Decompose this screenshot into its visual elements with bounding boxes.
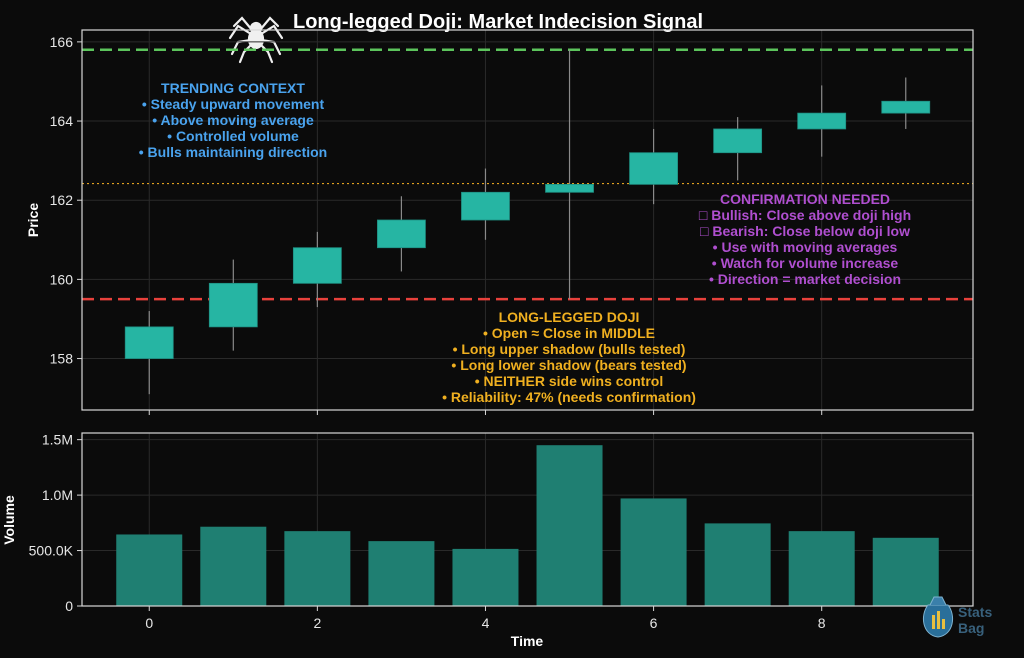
watermark-line1: Stats	[958, 604, 992, 620]
time-tick-label: 6	[650, 615, 658, 631]
volume-y-ticks: 0 500.0K 1.0M 1.5M	[29, 432, 82, 614]
watermark-line2: Bag	[958, 620, 984, 636]
confirmation-line: □ Bullish: Close above doji high	[699, 207, 911, 223]
time-axis-label: Time	[511, 633, 544, 649]
price-tick-label: 162	[50, 192, 74, 208]
volume-bar	[200, 526, 267, 606]
trending-context-line: • Controlled volume	[167, 128, 299, 144]
volume-panel-frame	[81, 432, 974, 607]
trending-context-line: • Above moving average	[152, 112, 314, 128]
volume-tick-label: 500.0K	[29, 543, 74, 559]
trending-context-line: • Steady upward movement	[142, 96, 325, 112]
volume-bar	[116, 534, 183, 606]
stats-bag-logo: Stats Bag	[922, 596, 992, 638]
volume-bar	[284, 531, 351, 606]
volume-bar	[872, 537, 939, 606]
spider-icon	[228, 16, 284, 64]
price-tick-label: 164	[50, 113, 74, 129]
doji-line: • Long lower shadow (bears tested)	[451, 357, 686, 373]
candle-body	[124, 326, 174, 359]
candle-body	[713, 128, 763, 154]
volume-tick-label: 1.0M	[42, 487, 73, 503]
time-x-ticks: 0 2 4 6 8	[145, 410, 826, 631]
confirmation-line: • Watch for volume increase	[712, 255, 899, 271]
time-tick-label: 0	[145, 615, 153, 631]
confirmation-line: □ Bearish: Close below doji low	[700, 223, 910, 239]
price-panel-frame	[81, 29, 974, 411]
confirmation-line: • Use with moving averages	[713, 239, 898, 255]
volume-bar	[620, 498, 687, 606]
title-group: Long-legged Doji: Market Indecision Sign…	[228, 11, 703, 64]
candle-body	[377, 219, 426, 249]
candle-body	[292, 247, 342, 284]
volume-bar	[536, 445, 603, 606]
doji-heading: LONG-LEGGED DOJI	[499, 309, 640, 325]
confirmation-line: • Direction = market decision	[709, 271, 901, 287]
volume-bar	[452, 548, 519, 606]
time-tick-label: 8	[818, 615, 826, 631]
volume-tick-label: 1.5M	[42, 432, 73, 448]
trending-context-note: TRENDING CONTEXT • Steady upward movemen…	[139, 80, 327, 160]
doji-line: • Reliability: 47% (needs confirmation)	[442, 389, 696, 405]
long-legged-doji-note: LONG-LEGGED DOJI • Open ≈ Close in MIDDL…	[442, 309, 696, 405]
price-tick-label: 166	[50, 34, 74, 50]
price-axis-label: Price	[25, 203, 41, 237]
trending-context-line: • Bulls maintaining direction	[139, 144, 327, 160]
candle-body	[208, 282, 258, 328]
candle-body	[545, 183, 594, 193]
doji-line: • NEITHER side wins control	[475, 373, 663, 389]
doji-line: • Open ≈ Close in MIDDLE	[483, 325, 655, 341]
candle-body	[461, 191, 510, 221]
volume-bar	[704, 523, 771, 606]
candle-body	[797, 112, 847, 130]
volume-bar	[368, 541, 435, 606]
candle-body	[629, 152, 678, 185]
doji-line: • Long upper shadow (bulls tested)	[453, 341, 686, 357]
volume-bars	[116, 445, 939, 606]
confirmation-needed-note: CONFIRMATION NEEDED □ Bullish: Close abo…	[699, 191, 911, 287]
price-tick-label: 158	[50, 351, 74, 367]
chart-title: Long-legged Doji: Market Indecision Sign…	[293, 11, 703, 33]
candle-body	[881, 100, 931, 114]
time-tick-label: 4	[482, 615, 490, 631]
time-tick-label: 2	[313, 615, 321, 631]
price-tick-label: 160	[50, 271, 74, 287]
volume-axis-label: Volume	[1, 495, 17, 545]
price-panel: 158 160 162 164 166 Price TRENDING CONTEXT •…	[25, 29, 974, 411]
volume-panel: 0 500.0K 1.0M 1.5M 0 2 4 6 8 Volume Time	[1, 410, 974, 649]
candles	[124, 49, 931, 395]
confirmation-heading: CONFIRMATION NEEDED	[720, 191, 890, 207]
volume-tick-label: 0	[65, 598, 73, 614]
price-y-ticks: 158 160 162 164 166	[50, 34, 82, 367]
trending-context-heading: TRENDING CONTEXT	[161, 80, 305, 96]
volume-bar	[788, 531, 855, 606]
